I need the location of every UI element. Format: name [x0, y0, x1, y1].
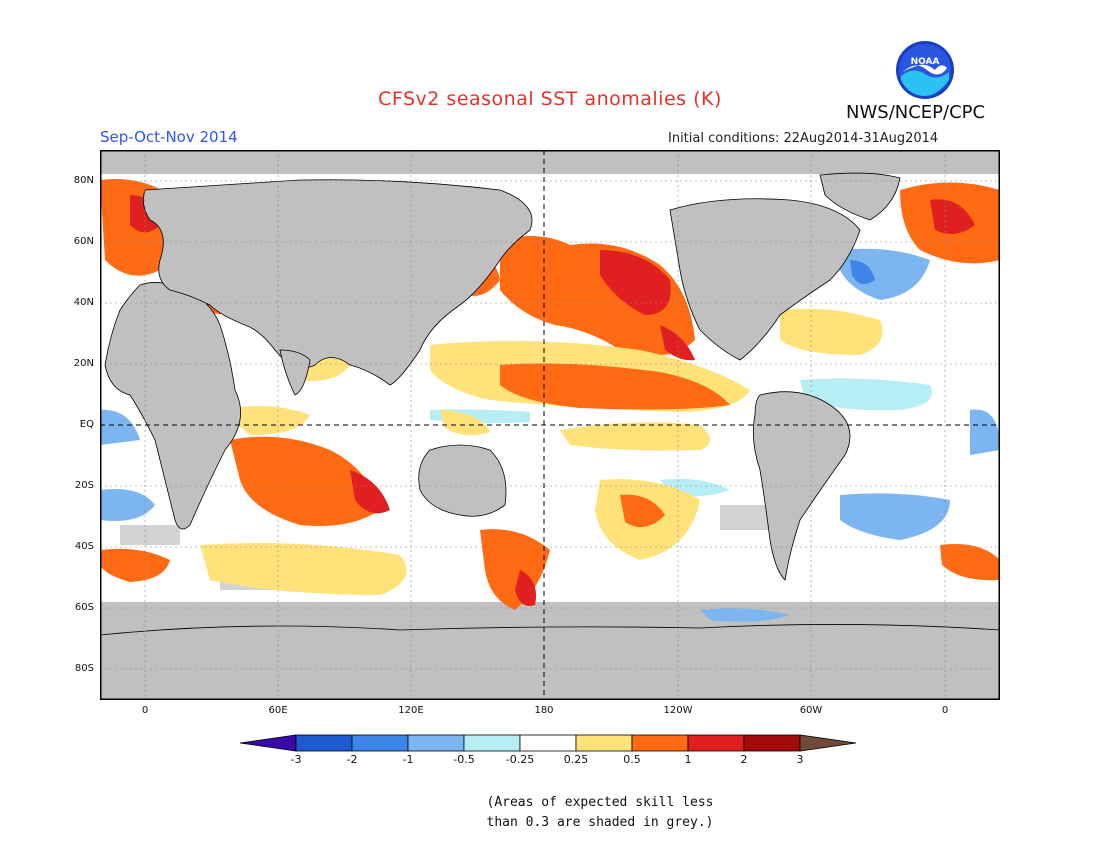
colorbar-tick-label: -3 [290, 753, 302, 766]
colorbar-swatch [687, 734, 745, 752]
colorbar-arrow-high [799, 734, 857, 752]
colorbar-tick-label: 3 [796, 753, 804, 766]
colorbar-swatch [295, 734, 353, 752]
colorbar-tick-label: -2 [346, 753, 358, 766]
anomaly-field [100, 179, 1000, 622]
colorbar-swatch [575, 734, 633, 752]
lat-label: 20S [74, 480, 94, 491]
low-skill-region-arctic [100, 150, 1000, 174]
colorbar-tick-label: 1 [684, 753, 692, 766]
agency-label: NWS/NCEP/CPC [846, 102, 986, 123]
colorbar-tick-label: -1 [402, 753, 414, 766]
colorbar-tick-label: -0.5 [453, 753, 475, 766]
lon-label: 60W [799, 705, 823, 716]
africa [104, 282, 241, 530]
logo-text: NOAA [911, 57, 940, 67]
lat-label: 80N [73, 175, 94, 186]
india [279, 349, 311, 396]
lat-label: 40S [74, 541, 94, 552]
lon-label: 60E [268, 705, 288, 716]
lat-label: EQ [79, 419, 94, 430]
colorbar-swatch [407, 734, 465, 752]
colorbar-swatch [743, 734, 801, 752]
lat-label: 60S [74, 602, 94, 613]
lon-label: 120E [398, 705, 424, 716]
lon-label: 0 [941, 705, 949, 716]
lon-label: 0 [141, 705, 149, 716]
note-line: (Areas of expected skill less [486, 795, 714, 810]
lon-label: 180 [534, 705, 554, 716]
low-skill-patch [120, 525, 180, 545]
colorbar-tick-label: 0.5 [623, 753, 641, 766]
noaa-logo-icon: NOAA [896, 41, 954, 99]
skill-note: (Areas of expected skill less than 0.3 a… [0, 793, 1100, 833]
lon-label: 120W [663, 705, 693, 716]
map-frame [100, 150, 1000, 700]
initial-conditions-label: Initial conditions: 22Aug2014-31Aug2014 [668, 131, 939, 146]
colorbar [240, 734, 857, 752]
greenland [819, 172, 901, 221]
colorbar-arrow-low [240, 734, 297, 752]
lat-label: 60N [73, 236, 94, 247]
colorbar-swatch [519, 734, 577, 752]
colorbar-tick-label: -0.25 [505, 753, 535, 766]
colorbar-swatch [351, 734, 409, 752]
antarctica [100, 624, 1000, 700]
colorbar-tick-label: 2 [740, 753, 748, 766]
lat-label: 40N [73, 297, 94, 308]
lat-label: 20N [73, 358, 94, 369]
colorbar-tick-label: 0.25 [563, 753, 589, 766]
australia [418, 444, 507, 517]
season-label: Sep-Oct-Nov 2014 [100, 128, 238, 146]
colorbar-swatch [463, 734, 521, 752]
eurasia [142, 179, 533, 386]
sst-anomaly-map [100, 150, 1000, 700]
north-america [669, 198, 861, 361]
map-title: CFSv2 seasonal SST anomalies (K) [378, 88, 722, 110]
note-line: than 0.3 are shaded in grey.) [486, 815, 714, 830]
colorbar-swatch [631, 734, 689, 752]
lat-label: 80S [74, 663, 94, 674]
